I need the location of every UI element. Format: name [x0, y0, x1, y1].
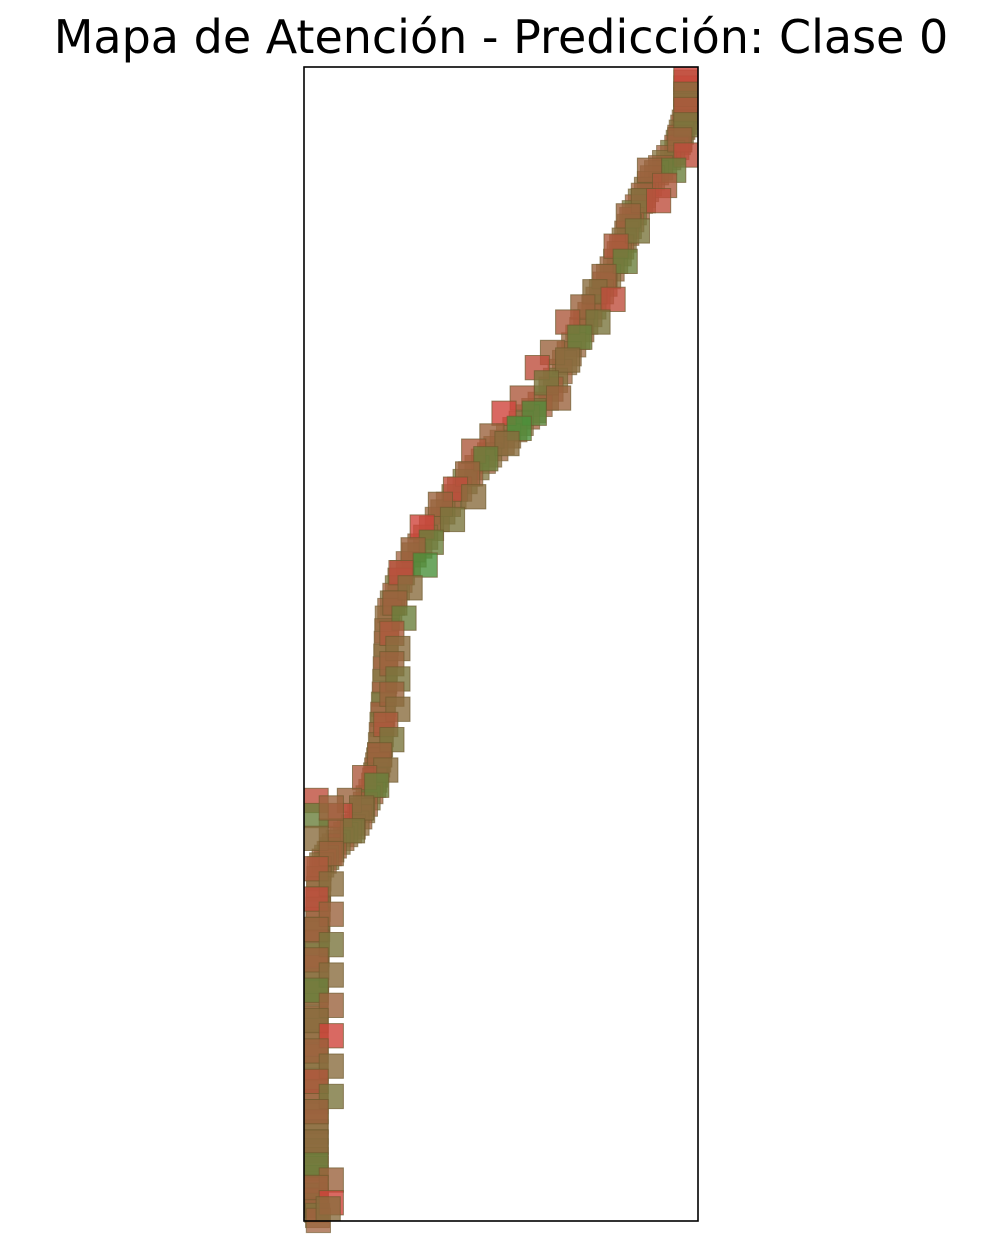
- attention-cell: [318, 795, 344, 821]
- attention-cell: [349, 795, 375, 821]
- attention-cell: [546, 385, 572, 411]
- attention-cell: [567, 324, 593, 350]
- attention-cell: [461, 484, 487, 510]
- attention-cell: [600, 286, 626, 313]
- attention-cell: [303, 1099, 329, 1125]
- chart-title: Mapa de Atención - Predicción: Clase 0: [53, 10, 949, 64]
- attention-cell: [339, 818, 366, 844]
- attention-cell: [318, 992, 344, 1019]
- attention-cell: [491, 400, 517, 426]
- attention-cell: [494, 430, 520, 457]
- attention-cell: [397, 575, 423, 601]
- attention-cell: [412, 552, 438, 578]
- attention-cell: [439, 506, 466, 533]
- attention-cell: [612, 248, 638, 274]
- attention-cells: [303, 66, 699, 1234]
- attention-cell: [555, 347, 581, 373]
- attention-cell: [636, 157, 663, 183]
- attention-cell: [315, 1196, 341, 1222]
- plot-frame: [303, 66, 699, 1222]
- attention-cell: [318, 1083, 344, 1110]
- attention-cell: [624, 218, 650, 244]
- attention-cell: [646, 188, 672, 214]
- attention-cell: [364, 772, 390, 798]
- attention-cell: [318, 840, 344, 867]
- attention-cell: [303, 1129, 329, 1155]
